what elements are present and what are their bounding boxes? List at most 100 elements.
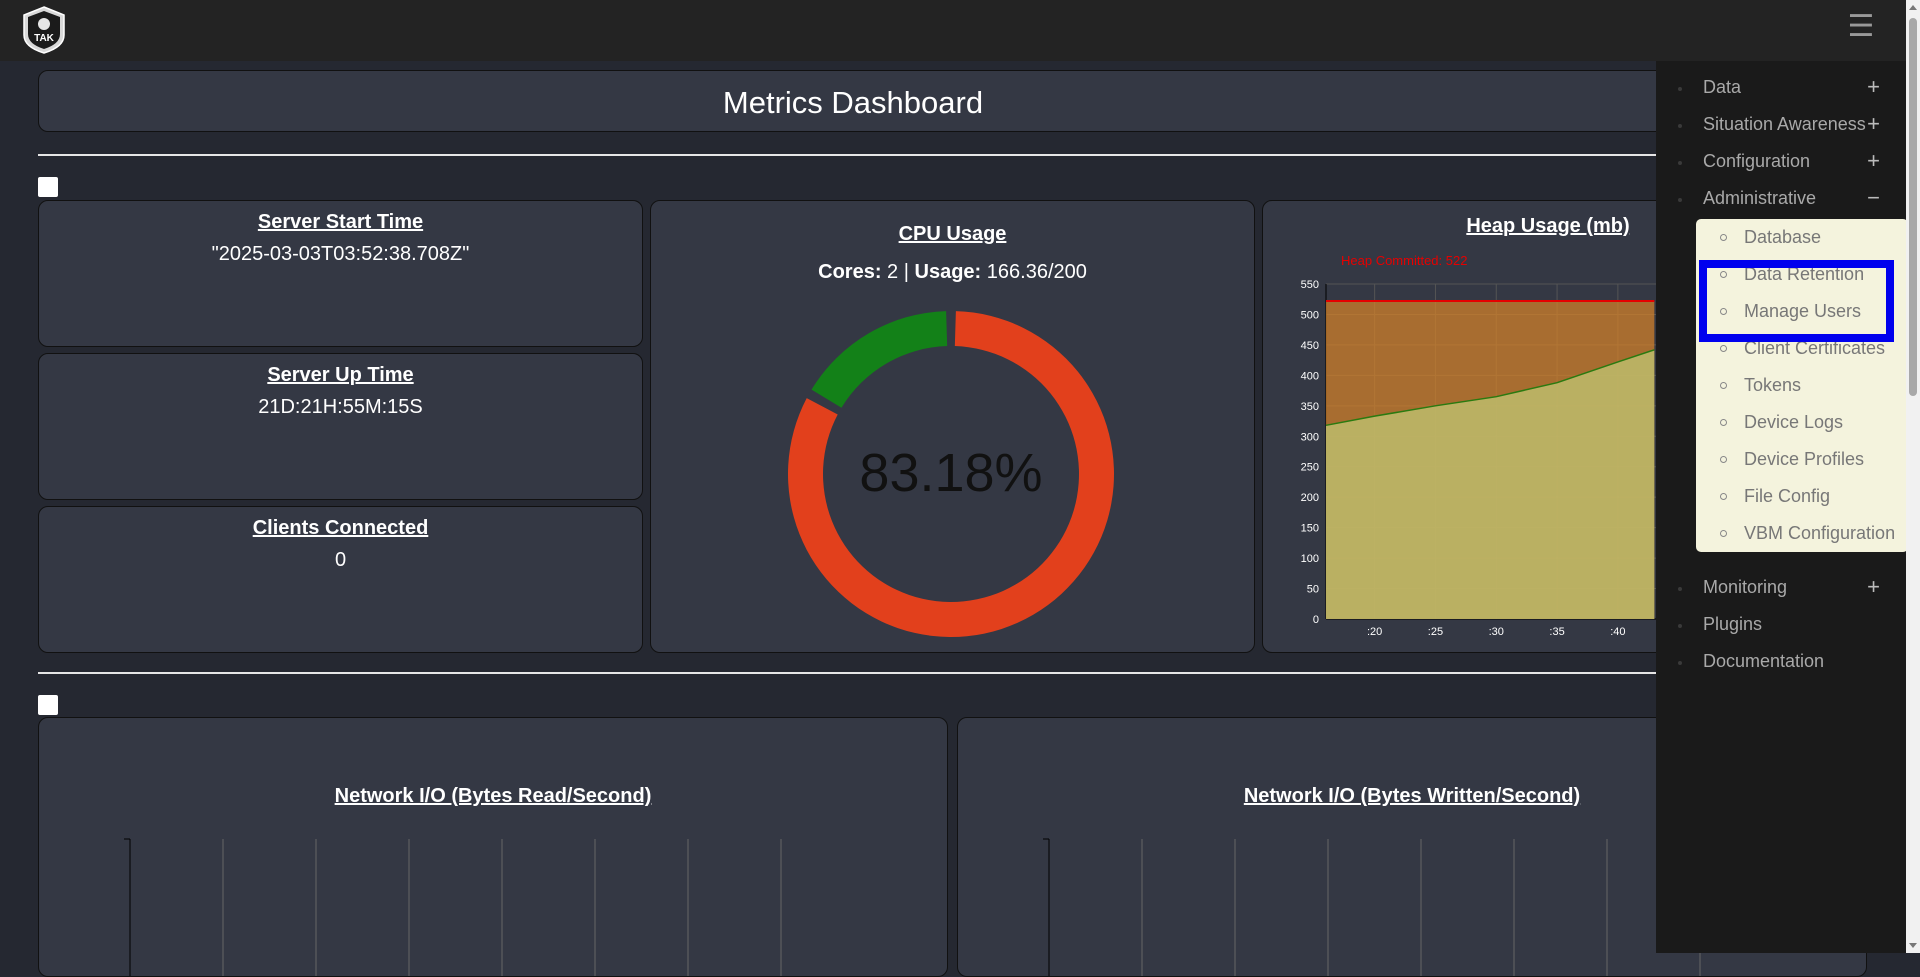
nav-item-data[interactable]: Data + xyxy=(1656,73,1906,103)
main-content: Metrics Dashboard Server Start Time "202… xyxy=(0,61,1867,977)
bullet-icon xyxy=(1678,161,1682,165)
server-start-panel: Server Start Time "2025-03-03T03:52:38.7… xyxy=(38,200,643,347)
server-up-value: 21D:21H:55M:15S xyxy=(258,396,423,418)
clients-value: 0 xyxy=(334,549,347,571)
submenu-item-client-certificates[interactable]: Client Certificates xyxy=(1696,333,1908,363)
x-tick-label: :30 xyxy=(1489,626,1504,638)
usage-value: 166.36/200 xyxy=(986,261,1087,283)
submenu-item-manage-users[interactable]: Manage Users xyxy=(1696,296,1908,326)
bullet-icon xyxy=(1720,456,1727,463)
nav-item-label: Documentation xyxy=(1703,651,1825,671)
y-tick-label: 450 xyxy=(1301,340,1319,352)
scroll-thumb[interactable] xyxy=(1909,18,1917,396)
submenu-item-label: Database xyxy=(1744,227,1822,247)
nav-item-situation-awareness[interactable]: Situation Awareness + xyxy=(1656,110,1906,140)
bullet-icon xyxy=(1678,124,1682,128)
bullet-icon xyxy=(1720,382,1727,389)
section-checkbox[interactable] xyxy=(38,177,58,197)
nav-item-label: Situation Awareness xyxy=(1703,114,1866,134)
clients-panel: Clients Connected 0 xyxy=(38,506,643,653)
submenu-item-device-profiles[interactable]: Device Profiles xyxy=(1696,444,1908,474)
y-tick-label: 250 xyxy=(1301,462,1319,474)
cpu-title: CPU Usage xyxy=(898,223,1007,245)
submenu-item-data-retention[interactable]: Data Retention xyxy=(1696,259,1908,289)
bullet-icon xyxy=(1678,587,1682,591)
y-tick-label: 0 xyxy=(1313,614,1319,626)
nav-item-plugins[interactable]: Plugins xyxy=(1656,610,1906,640)
submenu-item-label: File Config xyxy=(1744,486,1831,506)
y-tick-label: 550 xyxy=(1301,279,1319,291)
bullet-icon xyxy=(1720,493,1727,500)
nav-item-configuration[interactable]: Configuration + xyxy=(1656,147,1906,177)
network-read-chart xyxy=(124,838,782,976)
usage-label: Usage: xyxy=(914,261,982,283)
x-tick-label: :20 xyxy=(1367,626,1382,638)
x-tick-label: :25 xyxy=(1428,626,1443,638)
y-tick-label: 150 xyxy=(1301,523,1319,535)
cpu-panel: CPU Usage Cores: 2 | Usage: 166.36/200 8… xyxy=(650,200,1255,653)
nav-item-monitoring[interactable]: Monitoring + xyxy=(1656,573,1906,603)
cpu-free-arc xyxy=(811,311,948,408)
divider xyxy=(38,154,1658,156)
submenu-item-label: VBM Configuration xyxy=(1744,523,1896,543)
bullet-icon xyxy=(1720,345,1727,352)
submenu-item-file-config[interactable]: File Config xyxy=(1696,481,1908,511)
expand-plus-icon[interactable]: + xyxy=(1867,148,1880,173)
server-up-panel: Server Up Time 21D:21H:55M:15S xyxy=(38,353,643,500)
collapse-minus-icon[interactable]: − xyxy=(1867,185,1880,210)
y-tick-label: 50 xyxy=(1307,584,1319,596)
divider xyxy=(38,672,1658,674)
expand-plus-icon[interactable]: + xyxy=(1867,574,1880,599)
bullet-icon xyxy=(1678,624,1682,628)
heap-used-area xyxy=(1326,349,1655,619)
nav-item-label: Administrative xyxy=(1703,188,1817,208)
submenu-item-vbm-configuration[interactable]: VBM Configuration xyxy=(1696,518,1908,548)
bullet-icon xyxy=(1678,198,1682,202)
heap-panel: Heap Usage (mb) Heap Committed: 522 0 50 1… xyxy=(1262,200,1682,653)
tak-logo-icon[interactable]: TAK xyxy=(20,5,68,55)
expand-plus-icon[interactable]: + xyxy=(1867,74,1880,99)
y-tick-label: 300 xyxy=(1301,431,1319,443)
submenu-item-database[interactable]: Database xyxy=(1696,222,1908,252)
cpu-separator: | xyxy=(903,261,909,283)
highlight-box xyxy=(1699,260,1894,342)
submenu-item-label: Device Logs xyxy=(1744,412,1844,432)
nav-item-administrative[interactable]: Administrative − xyxy=(1656,184,1906,214)
submenu-item-label: Device Profiles xyxy=(1744,449,1865,469)
submenu-item-tokens[interactable]: Tokens xyxy=(1696,370,1908,400)
y-tick-label: 500 xyxy=(1301,309,1319,321)
page-scrollbar[interactable] xyxy=(1906,0,1920,953)
heap-title: Heap Usage (mb) xyxy=(1466,215,1630,237)
scroll-down-icon[interactable] xyxy=(1909,943,1917,948)
heap-chart: Heap Committed: 522 0 50 100 150 200 250 300 35… xyxy=(1301,253,1681,638)
heap-committed-label: Heap Committed: 522 xyxy=(1341,253,1467,268)
bullet-icon xyxy=(1720,530,1727,537)
expand-plus-icon[interactable]: + xyxy=(1867,111,1880,136)
scroll-up-icon[interactable] xyxy=(1909,5,1917,10)
bullet-icon xyxy=(1678,661,1682,665)
y-tick-label: 100 xyxy=(1301,553,1319,565)
y-tick-label: 200 xyxy=(1301,492,1319,504)
hamburger-icon[interactable]: ☰ xyxy=(1847,10,1875,43)
nav-item-label: Monitoring xyxy=(1703,577,1788,597)
section-checkbox[interactable] xyxy=(38,695,58,715)
page-title: Metrics Dashboard xyxy=(722,85,984,120)
nav-item-label: Plugins xyxy=(1703,614,1763,634)
cpu-percent-text: 83.18% xyxy=(859,443,1042,503)
nav-item-documentation[interactable]: Documentation xyxy=(1656,647,1906,677)
administrative-submenu: Database Data Retention Manage Users Cli… xyxy=(1696,219,1908,552)
y-tick-label: 350 xyxy=(1301,401,1319,413)
network-read-panel: Network I/O (Bytes Read/Second) xyxy=(38,717,948,977)
server-start-title: Server Start Time xyxy=(257,211,424,233)
submenu-item-label: Manage Users xyxy=(1744,301,1862,321)
cpu-donut-chart: 83.18% xyxy=(788,311,1114,637)
dashboard-title-box: Metrics Dashboard xyxy=(38,70,1668,132)
server-start-value: "2025-03-03T03:52:38.708Z" xyxy=(211,243,470,265)
heap-used-line xyxy=(1325,349,1655,427)
submenu-item-device-logs[interactable]: Device Logs xyxy=(1696,407,1908,437)
top-bar: TAK ☰ xyxy=(0,0,1920,61)
submenu-item-label: Client Certificates xyxy=(1744,338,1886,358)
y-tick-label: 400 xyxy=(1301,370,1319,382)
submenu-item-label: Data Retention xyxy=(1744,264,1865,284)
submenu-item-label: Tokens xyxy=(1744,375,1802,395)
